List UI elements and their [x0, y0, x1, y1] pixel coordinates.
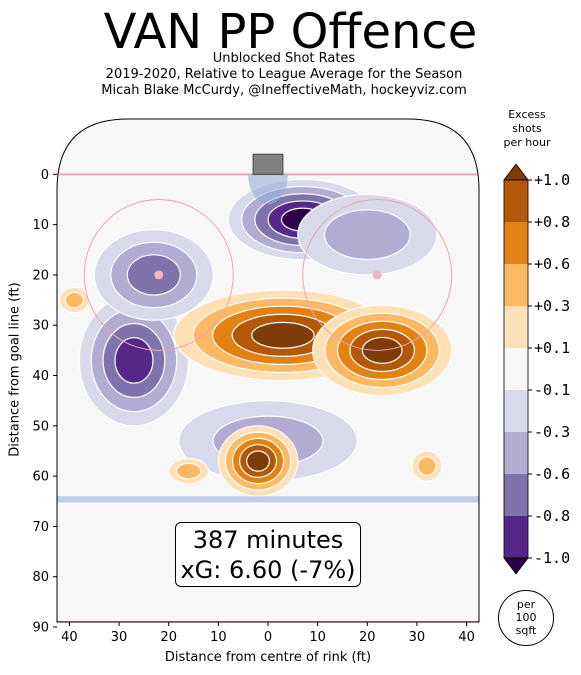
- colorbar-tick-label: -1.0: [534, 549, 570, 567]
- x-tick-label: 20: [160, 630, 177, 645]
- y-tick-label: 40: [32, 369, 49, 384]
- chart-subtitle-2: 2019-2020, Relative to League Average fo…: [105, 67, 463, 82]
- colorbar-frame: [503, 179, 529, 559]
- x-tick-label: 40: [61, 630, 78, 645]
- unit-badge-line-3: sqft: [515, 624, 537, 637]
- y-axis-label: Distance from goal line (ft): [7, 282, 23, 457]
- colorbar-band: [504, 432, 528, 475]
- goal-crease: [248, 174, 288, 205]
- unit-badge: per 100 sqft: [498, 590, 554, 646]
- faceoff-circle-left: [83, 198, 234, 351]
- plot-axes: 40 30 20 10 0 10 20 30 40 0 10 20 30 40 50 60 70 80 90: [32, 168, 474, 645]
- chart-title: VAN PP Offence: [103, 4, 478, 60]
- colorbar-band: [504, 264, 528, 307]
- annotation-xg: xG: 6.60 (-7%): [180, 556, 356, 584]
- x-axis-label: Distance from centre of rink (ft): [164, 650, 372, 665]
- colorbar-tick-label: +0.1: [534, 339, 570, 357]
- colorbar-band: [504, 516, 528, 559]
- goal-net: [252, 153, 284, 175]
- heat-region-left-low-spot: [168, 457, 210, 485]
- heat-contour-right-low-spot-2: [417, 456, 437, 476]
- chart-subtitle-3: Micah Blake McCurdy, @IneffectiveMath, h…: [101, 83, 467, 98]
- x-tick-label: 10: [210, 630, 227, 645]
- y-tick-label: 30: [32, 319, 49, 334]
- heat-contour-right-crease-band-2: [323, 209, 411, 261]
- blue-line: [57, 496, 479, 503]
- colorbar-extend-top: [503, 163, 529, 181]
- colorbar-band: [504, 180, 528, 223]
- heat-contour-point-centre-5: [246, 450, 271, 472]
- faceoff-circle-right: [302, 198, 453, 351]
- colorbar-band: [504, 474, 528, 517]
- annotation-box: 387 minutes xG: 6.60 (-7%): [175, 522, 361, 587]
- y-tick-label: 80: [32, 570, 49, 585]
- heat-contour-left-faceoff-3: [126, 254, 181, 296]
- colorbar-title: Excess shots per hour: [496, 108, 558, 150]
- y-tick-label: 20: [32, 268, 49, 283]
- colorbar-band: [504, 390, 528, 433]
- colorbar-tick-label: -0.6: [534, 465, 570, 483]
- unit-badge-line-1: per: [516, 598, 536, 611]
- heat-region-right-low-spot: [411, 450, 443, 482]
- x-tick-label: 0: [264, 630, 272, 645]
- colorbar-tick-label: +0.8: [534, 213, 570, 231]
- heat-contour-high-slot-5: [251, 321, 315, 349]
- heat-region-point-centre: [217, 425, 299, 497]
- colorbar-tick-label: +0.3: [534, 297, 570, 315]
- annotation-minutes: 387 minutes: [192, 526, 344, 554]
- colorbar-title-line-2: shots: [512, 122, 542, 135]
- colorbar-tick-label: +1.0: [534, 171, 570, 189]
- colorbar-band: [504, 222, 528, 265]
- colorbar-tick-label: -0.1: [534, 381, 570, 399]
- y-tick-label: 70: [32, 520, 49, 535]
- rink-markings: [57, 153, 479, 622]
- heat-region-left-faceoff: [93, 229, 214, 321]
- heat-contour-left-low-spot-2: [175, 462, 202, 480]
- heat-layer: [58, 178, 453, 497]
- colorbar-band: [504, 348, 528, 391]
- heat-region-right-crease-band: [297, 193, 438, 276]
- colorbar-extend-bottom: [503, 557, 529, 575]
- colorbar-band: [504, 306, 528, 349]
- colorbar-tick-label: -0.3: [534, 423, 570, 441]
- y-tick-label: 0: [41, 168, 49, 183]
- heat-contour-left-halfwall-4: [114, 337, 154, 384]
- faceoff-dot-left: [154, 270, 164, 280]
- x-tick-label: 10: [309, 630, 326, 645]
- heat-region-left-halfwall: [78, 294, 190, 427]
- rink-boards: [56, 118, 480, 623]
- colorbar: +1.0 +0.8 +0.6 +0.3 +0.1 -0.1 -0.3 -0.6 -0.8 -1.0: [503, 163, 570, 575]
- colorbar-tick-label: -0.8: [534, 507, 570, 525]
- x-tick-label: 30: [111, 630, 128, 645]
- faceoff-dot-right: [372, 270, 382, 280]
- y-tick-label: 50: [32, 419, 49, 434]
- colorbar-tick-label: +0.6: [534, 255, 570, 273]
- y-tick-label: 10: [32, 218, 49, 233]
- heat-region-left-point-spot: [58, 286, 90, 314]
- chart-subtitle-1: Unblocked Shot Rates: [212, 51, 356, 66]
- heat-contour-left-point-spot-2: [64, 291, 85, 309]
- y-tick-label: 90: [32, 621, 49, 636]
- x-tick-label: 40: [458, 630, 475, 645]
- x-tick-label: 30: [409, 630, 426, 645]
- x-tick-label: 20: [359, 630, 376, 645]
- unit-badge-line-2: 100: [515, 611, 537, 624]
- y-tick-label: 60: [32, 470, 49, 485]
- colorbar-title-line-3: per hour: [503, 136, 551, 149]
- colorbar-title-line-1: Excess: [508, 108, 546, 121]
